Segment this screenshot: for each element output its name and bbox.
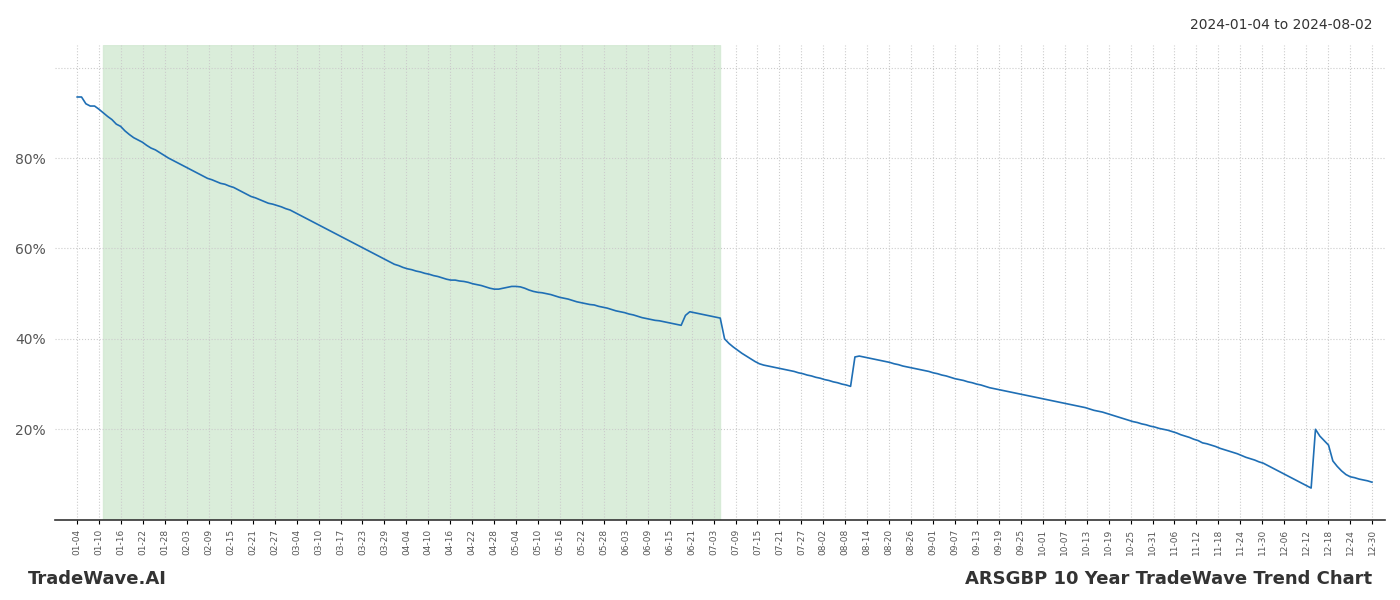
- Text: ARSGBP 10 Year TradeWave Trend Chart: ARSGBP 10 Year TradeWave Trend Chart: [965, 570, 1372, 588]
- Text: TradeWave.AI: TradeWave.AI: [28, 570, 167, 588]
- Text: 2024-01-04 to 2024-08-02: 2024-01-04 to 2024-08-02: [1190, 18, 1372, 32]
- Bar: [104, 45, 720, 520]
